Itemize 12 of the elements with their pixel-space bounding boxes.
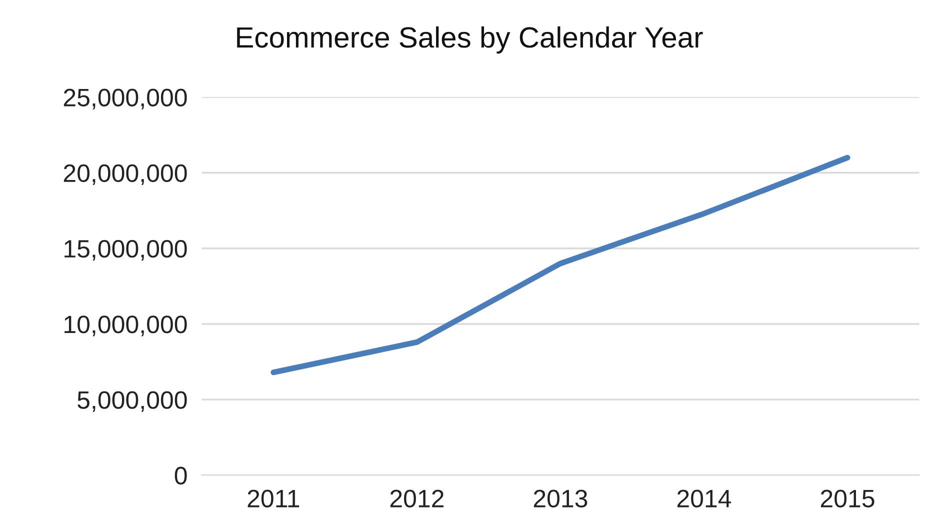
y-tick-label: 0	[174, 466, 187, 485]
x-tick-label: 2011	[248, 490, 300, 508]
y-tick-label: 15,000,000	[64, 240, 187, 261]
chart-title: Ecommerce Sales by Calendar Year	[237, 26, 703, 54]
y-tick-label: 10,000,000	[64, 316, 187, 336]
x-tick-label: 2014	[677, 490, 732, 508]
y-tick-label: 5,000,000	[78, 391, 187, 412]
x-tick-label: 2012	[390, 490, 444, 508]
y-tick-label: 25,000,000	[64, 88, 187, 110]
y-tick-label: 20,000,000	[64, 164, 187, 186]
x-tick-label: 2015	[820, 490, 874, 508]
x-tick-label: 2013	[534, 490, 588, 508]
